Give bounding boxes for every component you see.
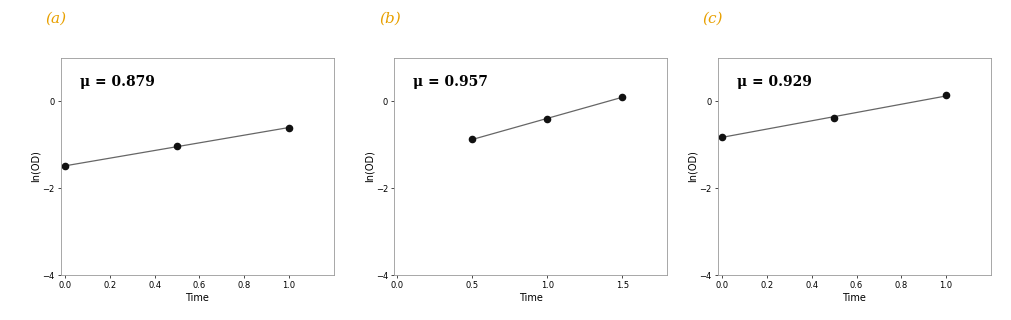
Point bbox=[464, 137, 480, 142]
Point bbox=[57, 164, 73, 169]
Text: μ = 0.957: μ = 0.957 bbox=[413, 75, 488, 89]
Text: μ = 0.929: μ = 0.929 bbox=[737, 75, 812, 89]
X-axis label: Time: Time bbox=[519, 293, 543, 303]
Text: (a): (a) bbox=[45, 12, 67, 26]
Y-axis label: ln(OD): ln(OD) bbox=[364, 150, 374, 182]
X-axis label: Time: Time bbox=[185, 293, 209, 303]
Point bbox=[938, 93, 954, 98]
X-axis label: Time: Time bbox=[842, 293, 866, 303]
Text: (b): (b) bbox=[379, 12, 401, 26]
Point bbox=[281, 125, 297, 131]
Point bbox=[826, 115, 842, 120]
Y-axis label: ln(OD): ln(OD) bbox=[687, 150, 698, 182]
Point bbox=[714, 134, 730, 140]
Text: (c): (c) bbox=[703, 12, 723, 26]
Point bbox=[169, 143, 185, 148]
Y-axis label: ln(OD): ln(OD) bbox=[30, 150, 40, 182]
Text: μ = 0.879: μ = 0.879 bbox=[80, 75, 155, 89]
Point bbox=[614, 95, 630, 100]
Point bbox=[539, 116, 555, 121]
